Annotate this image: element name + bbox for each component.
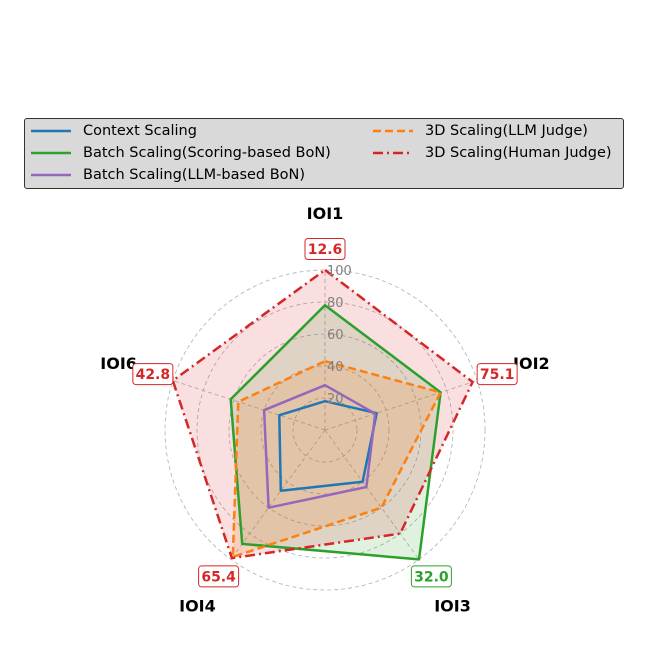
- grid-circle-100: [164, 269, 486, 591]
- series-line-batch-scaling-llm-based-bon: [262, 383, 377, 509]
- legend-swatch-3d-scaling-human-judge: [373, 151, 413, 155]
- legend-item-context-scaling: Context Scaling: [31, 121, 197, 141]
- annotation-value: 32.0: [414, 569, 449, 585]
- annotation-value: 42.8: [136, 367, 171, 383]
- annotation-value: 12.6: [308, 242, 343, 258]
- legend-swatch-context-scaling: [31, 129, 71, 133]
- series-fill-3d-scaling-human-judge: [172, 270, 473, 559]
- annotation-box: [476, 363, 518, 386]
- spoke-ioi2: [324, 380, 478, 431]
- legend-label: Context Scaling: [83, 123, 197, 139]
- axis-label-ioi4: IOI4: [179, 597, 216, 616]
- series-lines: [171, 268, 474, 561]
- annotation-ioi1: 12.6: [304, 238, 346, 260]
- series-line-3d-scaling-llm-judge: [231, 359, 442, 559]
- legend-label: Batch Scaling(Scoring-based BoN): [83, 145, 331, 161]
- axis-label-ioi6: IOI6: [100, 354, 137, 373]
- legend-item-batch-scaling-llm: Batch Scaling(LLM-based BoN): [31, 165, 305, 185]
- legend-swatch-batch-scaling-llm: [31, 173, 71, 177]
- radial-tick-100: 100: [327, 264, 352, 279]
- radial-tick-80: 80: [327, 296, 344, 311]
- value-annotations: 12.6 75.1 32.0 65.4 42.8: [132, 238, 518, 588]
- legend-label: 3D Scaling(Human Judge): [425, 145, 612, 161]
- radial-tick-labels: 20 40 60 80 100: [327, 264, 352, 407]
- annotation-ioi2: 75.1: [476, 363, 518, 386]
- legend-item-batch-scaling-scoring: Batch Scaling(Scoring-based BoN): [31, 143, 331, 163]
- series-fill-3d-scaling-llm-judge: [232, 361, 441, 557]
- spoke-ioi6: [172, 380, 326, 431]
- annotation-ioi6: 42.8: [132, 363, 174, 386]
- annotation-value: 65.4: [201, 569, 236, 585]
- legend-label: 3D Scaling(LLM Judge): [425, 123, 588, 139]
- annotation-box: [410, 565, 452, 588]
- annotation-ioi3: 32.0: [410, 565, 452, 588]
- legend-item-3d-scaling-human-judge: 3D Scaling(Human Judge): [373, 143, 612, 163]
- annotation-box: [198, 565, 240, 588]
- legend-item-3d-scaling-llm-judge: 3D Scaling(LLM Judge): [373, 121, 588, 141]
- annotation-box: [304, 238, 346, 260]
- series-line-context-scaling: [278, 399, 378, 493]
- legend-label: Batch Scaling(LLM-based BoN): [83, 167, 306, 183]
- series-line-3d-scaling-human-judge: [171, 268, 474, 560]
- radial-tick-60: 60: [327, 328, 344, 343]
- radial-tick-20: 20: [327, 392, 344, 407]
- axis-labels: IOI1 IOI2 IOI3 IOI4 IOI6: [100, 204, 549, 616]
- radial-tick-40: 40: [327, 360, 344, 375]
- radar-grid: [164, 269, 486, 591]
- annotation-value: 75.1: [480, 367, 515, 383]
- axis-label-ioi3: IOI3: [434, 597, 471, 616]
- series-line-batch-scaling-scoring-based-bon: [229, 303, 442, 561]
- legend-swatch-batch-scaling-scoring: [31, 151, 71, 155]
- spoke-ioi4: [230, 429, 326, 560]
- annotation-box: [132, 363, 174, 386]
- axis-label-ioi2: IOI2: [513, 354, 550, 373]
- spoke-ioi3: [324, 429, 420, 560]
- legend: Context Scaling Batch Scaling(Scoring-ba…: [24, 118, 624, 189]
- legend-swatch-3d-scaling-llm-judge: [373, 129, 413, 133]
- axis-label-ioi1: IOI1: [307, 204, 344, 223]
- annotation-ioi4: 65.4: [198, 565, 240, 588]
